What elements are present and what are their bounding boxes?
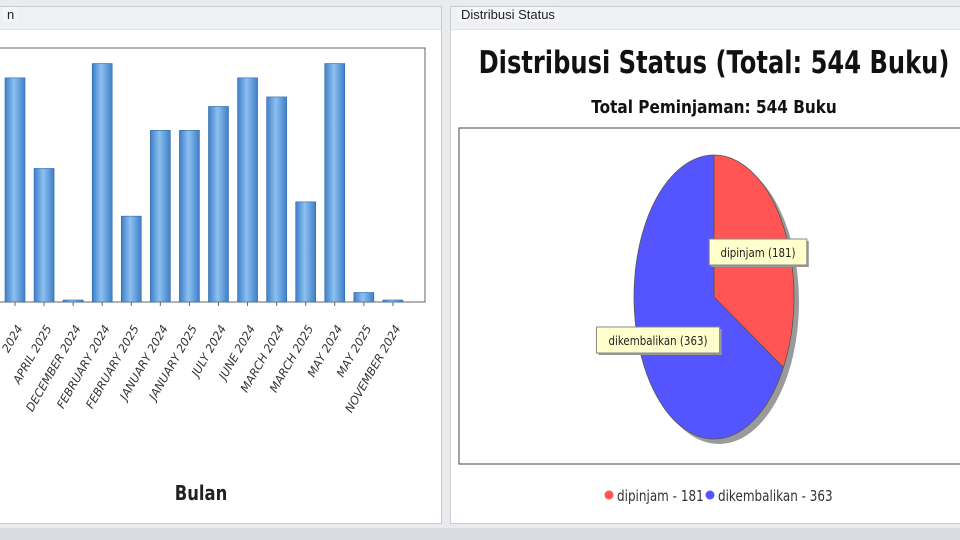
bar xyxy=(353,292,375,303)
pie-callout-label: dikembalikan (363) xyxy=(609,333,708,348)
panel-title: Distribusi Status xyxy=(457,7,559,22)
panel-title: n xyxy=(3,7,19,22)
legend-marker xyxy=(604,490,614,500)
pie-chart: Distribusi Status (Total: 544 Buku) Tota… xyxy=(458,44,960,506)
pie-chart-title: Distribusi Status (Total: 544 Buku) xyxy=(479,44,950,81)
bar xyxy=(91,63,113,303)
pie-callout-label: dipinjam (181) xyxy=(720,245,795,260)
pie-chart-subtitle: Total Peminjaman: 544 Buku xyxy=(591,96,837,118)
x-tick-label: 2024 xyxy=(0,323,26,355)
pie-callout-box xyxy=(595,326,721,354)
bar xyxy=(266,96,287,303)
bar xyxy=(295,201,317,303)
panel-header xyxy=(451,7,960,30)
bar xyxy=(324,63,346,303)
bar xyxy=(33,168,55,303)
panel-header xyxy=(0,7,441,30)
bar xyxy=(237,77,258,303)
pie-callout-box xyxy=(708,238,808,266)
bar xyxy=(208,106,229,303)
pie-slice xyxy=(633,154,784,440)
status-bar xyxy=(0,528,960,540)
x-axis-label: Bulan xyxy=(175,483,227,506)
bar xyxy=(179,130,200,303)
bar xyxy=(120,215,142,303)
bar xyxy=(4,77,26,303)
legend-label: dikembalikan - 363 xyxy=(718,488,833,506)
legend-marker xyxy=(705,490,715,500)
bar xyxy=(150,130,171,303)
bar xyxy=(62,299,84,303)
legend-label: dipinjam - 181 xyxy=(617,488,704,506)
bar xyxy=(382,299,404,303)
